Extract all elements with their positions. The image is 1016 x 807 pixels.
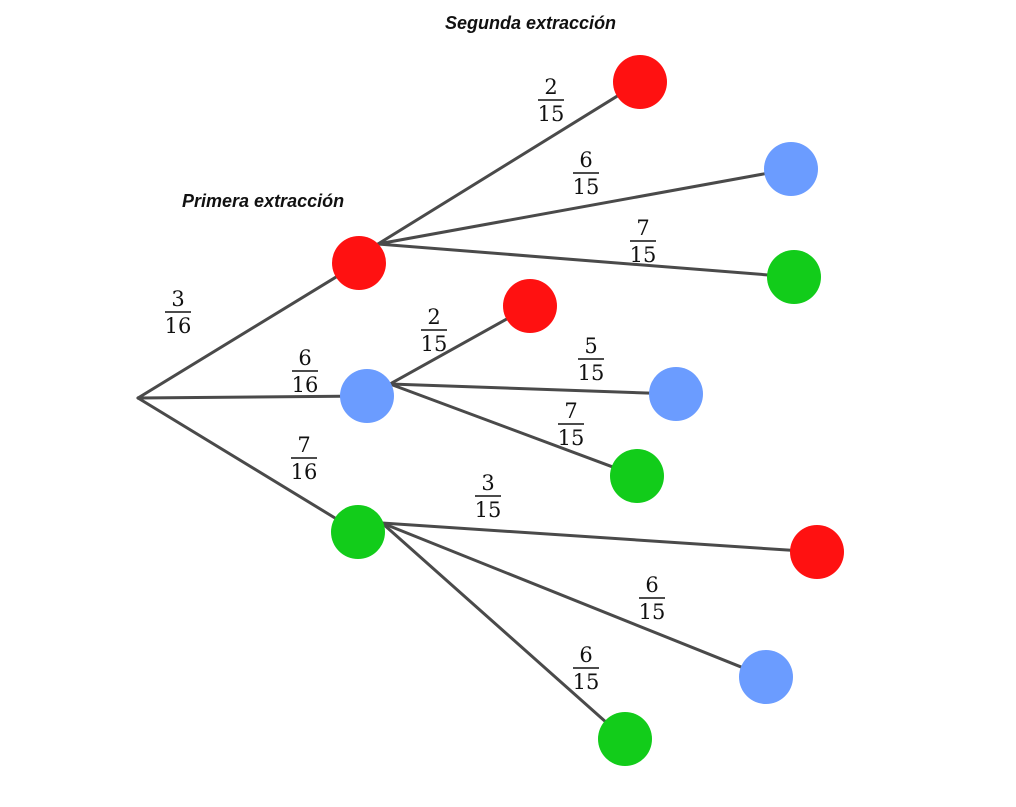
second-draw-node-blue-blue xyxy=(649,367,703,421)
prob-label-green-blue: 615 xyxy=(639,573,666,624)
second-draw-node-green-green xyxy=(598,712,652,766)
second-draw-node-green-blue xyxy=(739,650,793,704)
fraction-numerator: 2 xyxy=(544,75,557,99)
fraction-denominator: 16 xyxy=(292,373,319,397)
fraction-numerator: 3 xyxy=(171,287,184,311)
fraction-numerator: 7 xyxy=(297,433,310,457)
first-draw-node-green xyxy=(331,505,385,559)
fraction-numerator: 6 xyxy=(579,643,592,667)
fraction-denominator: 15 xyxy=(475,498,502,522)
first-draw-node-red xyxy=(332,236,386,290)
fraction-numerator: 7 xyxy=(636,216,649,240)
fraction-numerator: 6 xyxy=(645,573,658,597)
fraction-denominator: 15 xyxy=(630,243,657,267)
second-draw-title: Segunda extracción xyxy=(445,13,617,33)
fraction-numerator: 3 xyxy=(481,471,494,495)
fraction-numerator: 2 xyxy=(427,305,440,329)
second-draw-node-red-blue xyxy=(764,142,818,196)
tree-nodes xyxy=(331,55,844,766)
edge-blue-to-red xyxy=(388,317,509,386)
prob-label-first-green: 716 xyxy=(291,433,318,484)
edge-blue-to-green xyxy=(388,382,615,469)
edge-red-to-blue xyxy=(376,172,767,246)
fraction-denominator: 15 xyxy=(421,332,448,356)
edge-green-to-green xyxy=(380,521,608,724)
second-draw-node-red-green xyxy=(767,250,821,304)
fraction-numerator: 5 xyxy=(584,334,597,358)
fraction-denominator: 16 xyxy=(165,314,192,338)
tree-edges xyxy=(136,94,793,724)
fraction-denominator: 15 xyxy=(573,175,600,199)
fraction-denominator: 15 xyxy=(578,361,605,385)
second-draw-node-green-red xyxy=(790,525,844,579)
edge-root-to-blue xyxy=(136,394,343,400)
prob-label-first-red: 316 xyxy=(165,287,192,338)
fraction-denominator: 16 xyxy=(291,460,318,484)
second-draw-node-blue-red xyxy=(503,279,557,333)
edge-red-to-green xyxy=(376,242,770,277)
fraction-numerator: 6 xyxy=(298,346,311,370)
prob-label-blue-green: 715 xyxy=(558,399,585,450)
fraction-denominator: 15 xyxy=(538,102,565,126)
fraction-denominator: 15 xyxy=(573,670,600,694)
first-draw-node-blue xyxy=(340,369,394,423)
fraction-numerator: 7 xyxy=(564,399,577,423)
fraction-denominator: 15 xyxy=(558,426,585,450)
second-draw-node-red-red xyxy=(613,55,667,109)
prob-label-green-green: 615 xyxy=(573,643,600,694)
edge-green-to-blue xyxy=(380,521,744,669)
first-draw-title: Primera extracción xyxy=(182,191,345,211)
prob-label-red-green: 715 xyxy=(630,216,657,267)
prob-label-red-blue: 615 xyxy=(573,148,600,199)
edge-root-to-green xyxy=(136,396,338,520)
prob-label-red-red: 215 xyxy=(538,75,565,126)
edge-red-to-red xyxy=(376,94,620,246)
prob-label-first-blue: 616 xyxy=(292,346,319,397)
fraction-numerator: 6 xyxy=(579,148,592,172)
second-draw-node-blue-green xyxy=(610,449,664,503)
edge-root-to-red xyxy=(136,275,339,400)
edge-green-to-red xyxy=(380,521,793,552)
prob-label-blue-blue: 515 xyxy=(578,334,605,385)
edge-blue-to-blue xyxy=(388,382,652,395)
fraction-denominator: 15 xyxy=(639,600,666,624)
prob-label-green-red: 315 xyxy=(475,471,502,522)
prob-label-blue-red: 215 xyxy=(421,305,448,356)
